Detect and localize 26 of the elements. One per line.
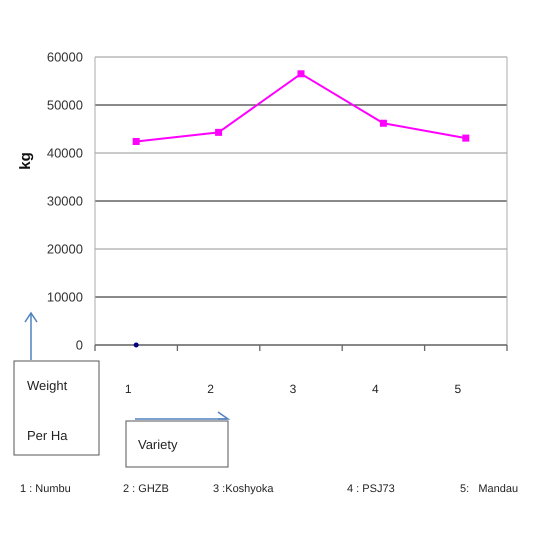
- point: [462, 134, 470, 142]
- y-tick-label: 10000: [46, 290, 83, 305]
- y-tick-label: 60000: [46, 50, 83, 65]
- point: [134, 342, 139, 348]
- text: 4 : PSJ73: [347, 483, 395, 495]
- point: [215, 128, 222, 136]
- y-tick-label: 50000: [46, 98, 83, 113]
- x-tick-label: 3: [290, 382, 297, 396]
- text: 1 : Numbu: [20, 483, 71, 495]
- text: Variety: [138, 437, 178, 452]
- text: Weight Per Ha: [27, 378, 68, 443]
- point: [298, 70, 304, 78]
- y-tick-label: 40000: [46, 146, 83, 161]
- point: [380, 120, 387, 127]
- text: 3 :Koshyoka: [213, 483, 274, 495]
- x-tick-label: 4: [372, 382, 380, 396]
- x-tick-label: 2: [207, 382, 214, 396]
- x-tick-label: 5: [454, 382, 462, 396]
- text: 2 : GHZB: [123, 483, 169, 495]
- point: [132, 138, 140, 145]
- y-tick-label: 0: [76, 338, 83, 353]
- y-tick-label: 20000: [46, 242, 83, 257]
- y-axis-title: kg: [17, 152, 34, 170]
- x-tick-label: 1: [124, 382, 132, 396]
- y-tick-label: 30000: [46, 194, 83, 209]
- text: 5: Mandau: [460, 483, 518, 495]
